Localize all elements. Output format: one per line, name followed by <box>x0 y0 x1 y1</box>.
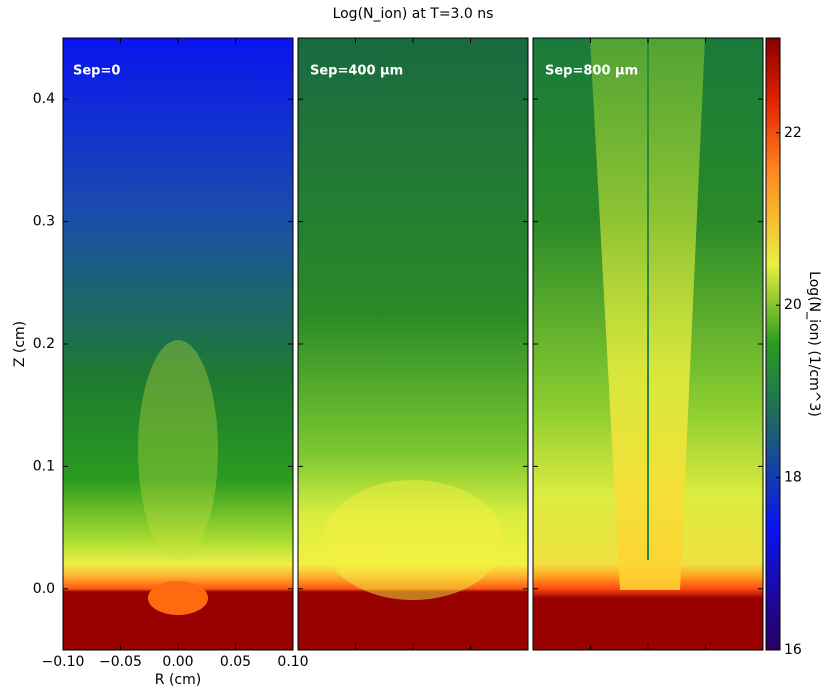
x-tick-label: −0.10 <box>42 654 85 670</box>
panel-images <box>63 38 763 650</box>
panel-label: Sep=800 μm <box>545 64 638 79</box>
colorbar-tick-label: 20 <box>784 297 802 313</box>
plume <box>323 480 503 600</box>
x-tick-label: 0.10 <box>277 654 308 670</box>
chart: Log(N_ion) at T=3.0 ns R (cm) Z (cm) Log… <box>0 0 827 694</box>
chart-title: Log(N_ion) at T=3.0 ns <box>333 6 494 22</box>
y-tick-label: 0.3 <box>33 214 55 230</box>
colorbar-tick-label: 22 <box>784 125 802 141</box>
colorbar-tick-label: 16 <box>784 642 802 658</box>
x-tick-label: 0.00 <box>162 654 193 670</box>
plume <box>138 340 218 560</box>
panel-label: Sep=0 <box>73 64 120 79</box>
colorbar <box>766 38 780 650</box>
y-tick-label: 0.4 <box>33 91 55 107</box>
y-axis-label: Z (cm) <box>12 321 28 367</box>
plume <box>148 581 208 615</box>
y-tick-label: 0.0 <box>33 581 55 597</box>
x-tick-label: −0.05 <box>99 654 142 670</box>
x-axis-label: R (cm) <box>155 672 201 688</box>
y-tick-label: 0.1 <box>33 458 55 474</box>
colorbar-tick-label: 18 <box>784 470 802 486</box>
y-tick-label: 0.2 <box>33 336 55 352</box>
panel-label: Sep=400 μm <box>310 64 403 79</box>
colorbar-label: Log(N_ion) (1/cm^3) <box>806 271 822 417</box>
x-tick-label: 0.05 <box>220 654 251 670</box>
